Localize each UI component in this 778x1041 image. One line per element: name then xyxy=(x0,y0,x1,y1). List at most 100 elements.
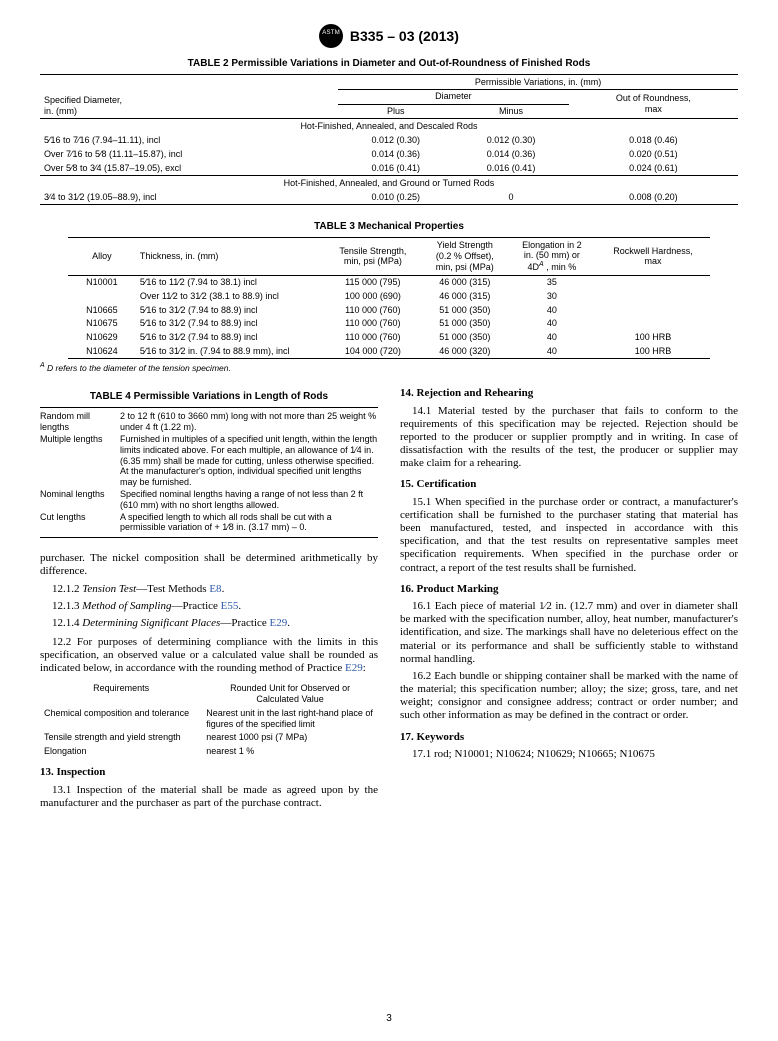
t3-h-thk: Thickness, in. (mm) xyxy=(136,238,324,275)
table-cell: 5⁄16 to 31⁄2 (7.94 to 88.9) incl xyxy=(136,317,324,331)
table-cell: Chemical composition and tolerance xyxy=(40,706,202,731)
table2-section2: Hot-Finished, Annealed, and Ground or Tu… xyxy=(40,176,738,191)
t3-h-elong: Elongation in 2in. (50 mm) or4DA , min % xyxy=(508,238,596,275)
list-item: 12.1.2 Tension Test—Test Methods E8. xyxy=(52,583,378,596)
s15-heading: 15. Certification xyxy=(400,478,738,491)
table4-val: Specified nominal lengths having a range… xyxy=(120,489,378,511)
req-h1: Requirements xyxy=(40,682,202,707)
col-diameter: Diameter xyxy=(338,89,569,104)
s17-p: 17.1 rod; N10001; N10624; N10629; N10665… xyxy=(400,748,738,761)
table-cell: Over 5⁄8 to 3⁄4 (15.87–19.05), excl xyxy=(40,161,338,175)
s16-p2: 16.2 Each bundle or shipping container s… xyxy=(400,670,738,723)
table-cell: Over 11⁄2 to 31⁄2 (38.1 to 88.9) incl xyxy=(136,289,324,303)
s17-heading: 17. Keywords xyxy=(400,731,738,744)
right-column: 14. Rejection and Rehearing 14.1 Materia… xyxy=(400,387,738,814)
table-cell: 51 000 (350) xyxy=(422,331,508,345)
body-columns: TABLE 4 Permissible Variations in Length… xyxy=(40,387,738,814)
table3: Alloy Thickness, in. (mm) Tensile Streng… xyxy=(68,237,710,359)
ref-link[interactable]: E55 xyxy=(221,600,239,612)
table4-val: Furnished in multiples of a specified un… xyxy=(120,434,378,488)
table-cell: 110 000 (760) xyxy=(324,303,422,317)
table-cell: 0.016 (0.41) xyxy=(453,161,568,175)
table-cell: 0.024 (0.61) xyxy=(569,161,738,175)
table2-title: TABLE 2 Permissible Variations in Diamet… xyxy=(40,58,738,70)
table-cell: 104 000 (720) xyxy=(324,345,422,359)
table-cell: Nearest unit in the last right-hand plac… xyxy=(202,706,378,731)
t3-h-tensile: Tensile Strength,min, psi (MPa) xyxy=(324,238,422,275)
table4-title: TABLE 4 Permissible Variations in Length… xyxy=(40,391,378,403)
table-cell xyxy=(68,289,136,303)
s16-p1: 16.1 Each piece of material 1⁄2 in. (12.… xyxy=(400,600,738,666)
page-number: 3 xyxy=(0,1013,778,1025)
p12-2: 12.2 For purposes of determining complia… xyxy=(40,636,378,676)
table-cell: 5⁄16 to 11⁄2 (7.94 to 38.1) incl xyxy=(136,275,324,289)
table-cell: N10629 xyxy=(68,331,136,345)
table4: Random mill lengths2 to 12 ft (610 to 36… xyxy=(40,407,378,538)
table3-footnote-text: D refers to the diameter of the tension … xyxy=(47,363,231,373)
ref-e29-link[interactable]: E29 xyxy=(345,662,363,674)
table-cell: 0.016 (0.41) xyxy=(338,161,453,175)
table-cell: nearest 1 % xyxy=(202,745,378,759)
table-cell: 110 000 (760) xyxy=(324,331,422,345)
table-cell: N10624 xyxy=(68,345,136,359)
p12-2-colon: : xyxy=(363,662,366,674)
t3-h-yield: Yield Strength(0.2 % Offset),min, psi (M… xyxy=(422,238,508,275)
table-cell: Tensile strength and yield strength xyxy=(40,731,202,745)
table4-val: 2 to 12 ft (610 to 3660 mm) long with no… xyxy=(120,411,378,433)
page: B335 – 03 (2013) TABLE 2 Permissible Var… xyxy=(0,0,778,1041)
t3-h-hard: Rockwell Hardness,max xyxy=(596,238,710,275)
table-cell: 35 xyxy=(508,275,596,289)
col-minus: Minus xyxy=(453,104,568,119)
left-column: TABLE 4 Permissible Variations in Length… xyxy=(40,387,378,814)
table-cell: 0.014 (0.36) xyxy=(338,147,453,161)
table-cell: 40 xyxy=(508,345,596,359)
table-cell xyxy=(596,289,710,303)
s13-p: 13.1 Inspection of the material shall be… xyxy=(40,784,378,810)
table4-key: Random mill lengths xyxy=(40,411,120,433)
col-oor: Out of Roundness,max xyxy=(569,89,738,119)
document-header: B335 – 03 (2013) xyxy=(40,24,738,48)
table-cell: 0.008 (0.20) xyxy=(569,190,738,204)
table-cell: 51 000 (350) xyxy=(422,317,508,331)
table-cell: 40 xyxy=(508,303,596,317)
table-cell: 100 HRB xyxy=(596,331,710,345)
p-intro: purchaser. The nickel composition shall … xyxy=(40,552,378,578)
table-cell: N10665 xyxy=(68,303,136,317)
ref-link[interactable]: E8 xyxy=(209,583,221,595)
table-cell: 0.010 (0.25) xyxy=(338,190,453,204)
table-cell xyxy=(596,317,710,331)
req-h2: Rounded Unit for Observed orCalculated V… xyxy=(202,682,378,707)
table-cell: 3⁄4 to 31⁄2 (19.05–88.9), incl xyxy=(40,190,338,204)
table-cell: Elongation xyxy=(40,745,202,759)
table-cell: 0 xyxy=(453,190,568,204)
table-cell: nearest 1000 psi (7 MPa) xyxy=(202,731,378,745)
table-cell: 5⁄16 to 31⁄2 (7.94 to 88.9) incl xyxy=(136,331,324,345)
col-perm-var: Permissible Variations, in. (mm) xyxy=(338,75,738,90)
s14-heading: 14. Rejection and Rehearing xyxy=(400,387,738,400)
col-plus: Plus xyxy=(338,104,453,119)
table2: Specified Diameter,in. (mm) Permissible … xyxy=(40,74,738,205)
table-cell: 46 000 (315) xyxy=(422,275,508,289)
table-cell: 0.012 (0.30) xyxy=(453,134,568,148)
s14-p: 14.1 Material tested by the purchaser th… xyxy=(400,405,738,471)
s15-p: 15.1 When specified in the purchase orde… xyxy=(400,496,738,575)
table-cell: 5⁄16 to 7⁄16 (7.94–11.11), incl xyxy=(40,134,338,148)
col-spec-diam: Specified Diameter,in. (mm) xyxy=(40,75,338,119)
t3-h-alloy: Alloy xyxy=(68,238,136,275)
table-cell: 100 000 (690) xyxy=(324,289,422,303)
ref-link[interactable]: E29 xyxy=(270,617,288,629)
table-cell: N10001 xyxy=(68,275,136,289)
table-cell: 5⁄16 to 31⁄2 in. (7.94 to 88.9 mm), incl xyxy=(136,345,324,359)
table-cell: 0.012 (0.30) xyxy=(338,134,453,148)
document-id: B335 – 03 (2013) xyxy=(350,28,459,45)
table-cell: 51 000 (350) xyxy=(422,303,508,317)
list-item: 12.1.4 Determining Significant Places—Pr… xyxy=(52,617,378,630)
s13-heading: 13. Inspection xyxy=(40,766,378,779)
table-cell: N10675 xyxy=(68,317,136,331)
list-item: 12.1.3 Method of Sampling—Practice E55. xyxy=(52,600,378,613)
table-cell: 0.020 (0.51) xyxy=(569,147,738,161)
table-cell: 115 000 (795) xyxy=(324,275,422,289)
table-cell: 100 HRB xyxy=(596,345,710,359)
requirements-table: Requirements Rounded Unit for Observed o… xyxy=(40,682,378,759)
table-cell: 46 000 (320) xyxy=(422,345,508,359)
